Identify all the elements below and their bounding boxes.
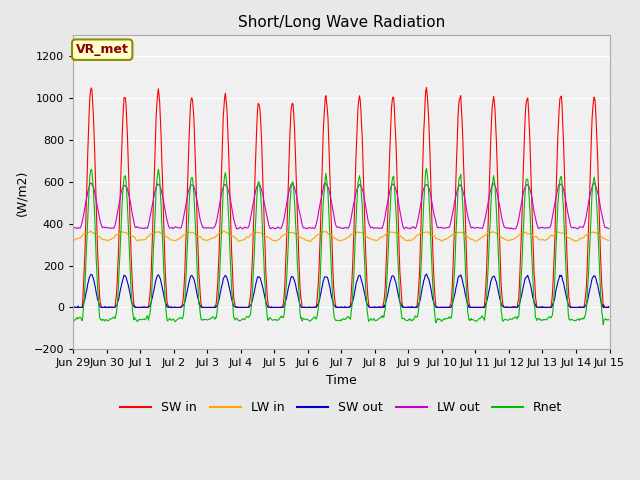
SW out bbox=[69, 304, 77, 310]
SW in bbox=[422, 85, 430, 91]
LW out bbox=[257, 185, 265, 191]
LW out bbox=[69, 225, 77, 231]
SW in bbox=[396, 271, 404, 276]
SW out bbox=[133, 304, 141, 310]
SW in bbox=[69, 304, 77, 310]
Line: Rnet: Rnet bbox=[73, 168, 609, 324]
LW in bbox=[69, 238, 77, 243]
LW in bbox=[132, 237, 140, 242]
Y-axis label: (W/m2): (W/m2) bbox=[15, 169, 28, 216]
LW out bbox=[277, 225, 285, 231]
Rnet bbox=[422, 166, 430, 171]
LW out bbox=[321, 180, 328, 186]
LW in bbox=[231, 235, 239, 240]
SW in bbox=[132, 304, 140, 310]
Text: VR_met: VR_met bbox=[76, 43, 129, 56]
LW out bbox=[510, 226, 518, 232]
Line: SW out: SW out bbox=[73, 274, 609, 307]
LW in bbox=[307, 239, 314, 244]
SW in bbox=[230, 299, 238, 304]
SW in bbox=[277, 304, 285, 310]
X-axis label: Time: Time bbox=[326, 374, 356, 387]
LW out bbox=[397, 212, 404, 218]
LW out bbox=[605, 226, 612, 231]
LW in bbox=[605, 237, 612, 243]
Title: Short/Long Wave Radiation: Short/Long Wave Radiation bbox=[237, 15, 445, 30]
Rnet bbox=[396, 300, 404, 305]
SW out bbox=[422, 271, 430, 277]
Rnet bbox=[427, 236, 435, 241]
SW out bbox=[258, 280, 266, 286]
Rnet bbox=[69, 318, 77, 324]
Line: SW in: SW in bbox=[73, 88, 609, 307]
Rnet bbox=[230, 315, 238, 321]
LW in bbox=[220, 228, 228, 234]
LW in bbox=[428, 232, 435, 238]
Rnet bbox=[257, 195, 265, 201]
Line: LW out: LW out bbox=[73, 183, 609, 229]
SW out bbox=[278, 304, 286, 310]
Legend: SW in, LW in, SW out, LW out, Rnet: SW in, LW in, SW out, LW out, Rnet bbox=[115, 396, 568, 420]
SW in bbox=[605, 304, 612, 310]
Line: LW in: LW in bbox=[73, 231, 609, 241]
LW in bbox=[278, 234, 286, 240]
SW out bbox=[428, 288, 435, 294]
LW out bbox=[427, 192, 435, 198]
Rnet bbox=[132, 317, 140, 323]
Rnet bbox=[605, 317, 612, 323]
Rnet bbox=[600, 322, 607, 327]
SW out bbox=[231, 304, 239, 310]
SW in bbox=[427, 177, 435, 183]
LW in bbox=[397, 234, 405, 240]
SW out bbox=[73, 304, 81, 310]
LW in bbox=[258, 230, 266, 236]
SW out bbox=[397, 300, 404, 306]
Rnet bbox=[277, 313, 285, 319]
SW in bbox=[257, 124, 265, 130]
LW out bbox=[230, 219, 238, 225]
SW out bbox=[605, 304, 612, 310]
LW out bbox=[132, 225, 140, 230]
